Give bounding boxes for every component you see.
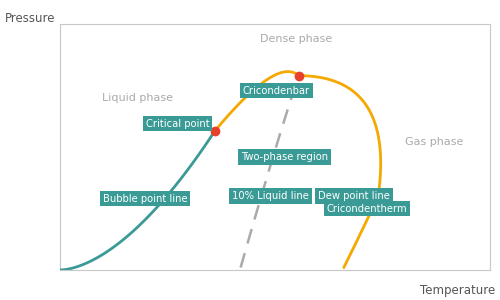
Text: Liquid phase: Liquid phase <box>102 93 173 103</box>
Text: Pressure: Pressure <box>5 12 56 25</box>
Text: Two-phase region: Two-phase region <box>240 152 328 162</box>
Text: Cricondentherm: Cricondentherm <box>326 204 407 214</box>
Text: Dew point line: Dew point line <box>318 191 390 201</box>
Text: 10% Liquid line: 10% Liquid line <box>232 191 309 201</box>
Text: Temperature: Temperature <box>420 284 495 297</box>
Text: Cricondenbar: Cricondenbar <box>243 85 310 95</box>
Text: Bubble point line: Bubble point line <box>103 194 188 204</box>
Text: Dense phase: Dense phase <box>260 34 332 44</box>
Text: Critical point: Critical point <box>146 118 210 128</box>
Text: Gas phase: Gas phase <box>405 137 464 147</box>
